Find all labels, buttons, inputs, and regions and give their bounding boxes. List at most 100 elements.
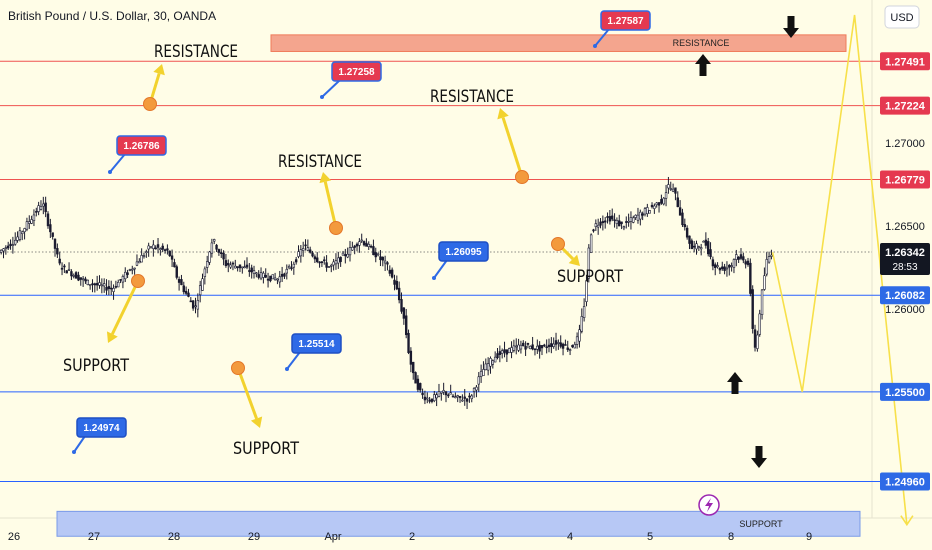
candle: [730, 262, 733, 272]
candle: [515, 338, 518, 355]
candle-body: [9, 243, 12, 247]
zone-support: [56, 510, 861, 537]
price-badge-pointer: [594, 28, 610, 47]
candle-body: [426, 397, 429, 400]
candle: [685, 225, 689, 240]
candle: [721, 261, 724, 271]
annotation-resistance: RESISTANCE: [430, 87, 529, 184]
candle-body: [529, 345, 532, 350]
candle-body: [84, 278, 87, 282]
candle-body: [215, 244, 218, 250]
candle-body: [669, 188, 672, 190]
candle: [252, 265, 256, 279]
price-badge-resistance[interactable]: 1.27587: [593, 10, 651, 48]
candle-body: [608, 216, 612, 222]
price-tag-label: 1.26082: [885, 290, 925, 302]
candle: [465, 398, 469, 409]
price-tag-support[interactable]: 1.24960: [880, 472, 930, 491]
candle: [444, 390, 448, 403]
candle: [653, 203, 656, 214]
price-tag-resistance[interactable]: 1.27491: [880, 52, 930, 71]
candle: [477, 372, 480, 392]
candle-body: [725, 267, 729, 270]
candle: [311, 250, 314, 258]
candle: [650, 202, 654, 209]
time-axis-tick: 9: [806, 531, 812, 543]
candle: [500, 348, 504, 359]
price-tag-resistance[interactable]: 1.27224: [880, 96, 930, 115]
price-badge-anchor: [593, 44, 597, 48]
last-price-tag[interactable]: 1.26342 28:53: [880, 243, 930, 276]
candle-body: [770, 254, 773, 257]
annotation-marker-dot: [515, 170, 529, 184]
candle: [557, 339, 560, 350]
candle-body: [191, 300, 195, 309]
candle: [28, 215, 31, 229]
price-badge-support[interactable]: 1.26095: [432, 241, 489, 280]
candle-body: [222, 252, 225, 260]
candle: [25, 217, 29, 232]
candle-body: [678, 207, 682, 216]
candle: [152, 240, 155, 257]
candle: [737, 256, 740, 263]
candle-body: [287, 265, 291, 269]
candle: [383, 255, 387, 272]
candle: [538, 341, 541, 359]
candle: [580, 308, 583, 334]
candle: [390, 267, 394, 279]
candle-body: [100, 284, 104, 287]
candle-body: [454, 396, 457, 399]
candle: [695, 240, 698, 255]
candle: [145, 249, 148, 258]
candle-body: [39, 206, 43, 210]
candle: [376, 252, 380, 257]
time-axis-tick: 27: [88, 531, 100, 543]
price-axis[interactable]: 1.27491 1.27224 1.26779 1.26082 1.25500 1.249…: [880, 52, 930, 491]
currency-button[interactable]: USD: [884, 5, 920, 29]
price-tag-resistance[interactable]: 1.26779: [880, 170, 930, 189]
candle: [611, 208, 614, 222]
price-tag-support[interactable]: 1.25500: [880, 382, 930, 401]
candle-body: [257, 274, 260, 278]
candle-body: [526, 343, 530, 345]
candle-body: [674, 187, 677, 194]
lightning-icon[interactable]: [698, 494, 720, 516]
price-badge-support[interactable]: 1.25514: [285, 333, 342, 371]
annotation-marker-dot: [329, 221, 343, 235]
candle-body: [262, 272, 265, 278]
price-badge-support[interactable]: 1.24974: [72, 417, 127, 454]
price-badge-resistance[interactable]: 1.26786: [108, 135, 167, 174]
candle: [454, 392, 457, 399]
candle-body: [79, 277, 82, 280]
candle-body: [269, 275, 272, 282]
candle: [112, 284, 115, 300]
candle-body: [442, 390, 445, 393]
candle: [428, 396, 431, 404]
candle-body: [571, 345, 574, 348]
candle: [198, 280, 202, 303]
candle-body: [88, 284, 92, 286]
price-badge-resistance[interactable]: 1.27258: [320, 61, 382, 99]
price-tag-support[interactable]: 1.26082: [880, 286, 930, 305]
time-axis[interactable]: 26 27 28 29 Apr 2 3 4 5 8 9: [8, 531, 812, 543]
candle: [220, 248, 223, 258]
candle-body: [182, 285, 185, 293]
candle-body: [580, 316, 583, 332]
candle: [224, 253, 228, 268]
candle-body: [77, 274, 80, 281]
candle-body: [93, 283, 97, 286]
candle: [56, 243, 59, 258]
candle-body: [180, 279, 183, 286]
candle: [168, 250, 171, 257]
candle: [711, 256, 715, 271]
candle: [21, 230, 24, 241]
candle: [187, 288, 190, 298]
price-badge-pointer: [321, 79, 341, 98]
candle: [423, 390, 427, 405]
candle-body: [114, 286, 118, 288]
candle-body: [194, 305, 197, 308]
candle: [355, 242, 359, 252]
candle-body: [622, 226, 626, 229]
candle-body: [753, 329, 757, 348]
